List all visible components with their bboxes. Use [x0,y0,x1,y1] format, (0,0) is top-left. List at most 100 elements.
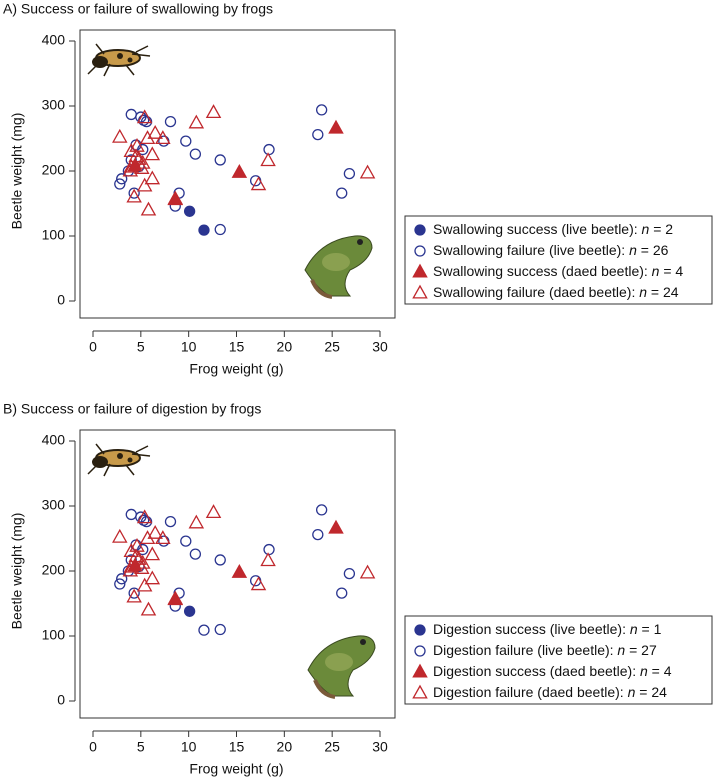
point [137,543,149,556]
point [188,514,205,529]
point [112,528,128,543]
point [167,191,184,206]
point [128,187,140,199]
plot-frame [79,429,396,719]
point [183,205,196,217]
point [205,104,222,119]
point [147,524,163,539]
legend-marker [412,663,428,678]
point [231,563,248,578]
point [214,154,226,166]
point [214,554,226,566]
x-tick-label: 10 [181,739,197,755]
legend-marker [414,645,426,657]
point [189,148,202,160]
x-tick-label: 20 [277,739,293,755]
y-tick-label: 100 [42,227,66,243]
legend-label: Digestion failure (live beetle): n = 27 [433,642,657,658]
point [249,575,262,587]
legend-box [404,215,713,305]
point [167,591,184,606]
point [134,160,150,174]
point [114,578,126,590]
point [137,143,149,156]
legend-marker [412,284,428,299]
point [128,148,144,163]
point [126,188,142,203]
point [343,567,356,580]
point [312,528,324,541]
y-tick-label: 300 [42,97,66,113]
point [140,515,153,528]
y-tick-label: 100 [42,627,66,643]
point [116,573,128,585]
point [123,158,140,173]
x-tick-label: 25 [324,739,340,755]
point [180,535,192,547]
x-tick-label: 5 [137,339,145,355]
point [122,162,139,177]
point [139,130,156,145]
beetle-image [87,443,151,477]
x-tick-label: 15 [229,739,245,755]
point [155,130,171,145]
legend-marker [414,624,426,636]
point [144,146,161,161]
point [140,601,157,616]
point [205,504,222,519]
point [263,143,275,156]
point [359,564,376,579]
y-tick-label: 0 [57,292,65,308]
x-tick-label: 0 [89,739,97,755]
point [140,115,153,128]
point [126,588,142,603]
point [144,546,161,561]
legend-label: Digestion failure (daed beetle): n = 24 [433,684,667,700]
frog-image [307,635,376,699]
legend-label: Digestion success (live beetle): n = 1 [433,621,662,637]
point [136,509,153,524]
legend-label: Swallowing failure (live beetle): n = 26 [433,242,669,258]
point [155,530,171,545]
point [315,504,328,516]
y-tick-label: 200 [42,162,66,178]
legend-label: Digestion success (daed beetle): n = 4 [433,663,672,679]
point [144,170,161,185]
x-axis-title: Frog weight (g) [189,361,283,377]
x-tick-label: 0 [89,339,97,355]
y-tick-label: 200 [42,562,66,578]
point [164,115,177,128]
point [164,515,177,528]
legend-label: Swallowing success (live beetle): n = 2 [433,221,673,237]
legend-marker [414,224,426,236]
x-tick-label: 10 [181,339,197,355]
legend-marker [412,684,428,699]
point [125,508,137,521]
y-tick-label: 400 [42,432,66,448]
x-tick-label: 30 [372,339,388,355]
point [136,577,153,592]
point [260,152,276,167]
point [180,135,192,147]
point [140,201,157,216]
point [129,537,145,552]
point [128,548,144,563]
x-tick-label: 20 [277,339,293,355]
point [188,114,205,129]
point [134,154,151,169]
point [198,624,210,636]
y-tick-label: 0 [57,692,65,708]
plot-frame [79,29,396,319]
point [183,605,196,617]
point [144,570,161,585]
point [147,124,163,139]
point [336,587,348,599]
point [128,587,140,599]
legend-label: Swallowing success (daed beetle): n = 4 [433,263,683,279]
legend-label: Swallowing failure (daed beetle): n = 24 [433,284,679,300]
chart-title: A) Success or failure of swallowing by f… [3,1,273,17]
point [189,548,202,560]
legend-marker [412,263,428,278]
x-tick-label: 15 [229,339,245,355]
point [312,128,324,141]
